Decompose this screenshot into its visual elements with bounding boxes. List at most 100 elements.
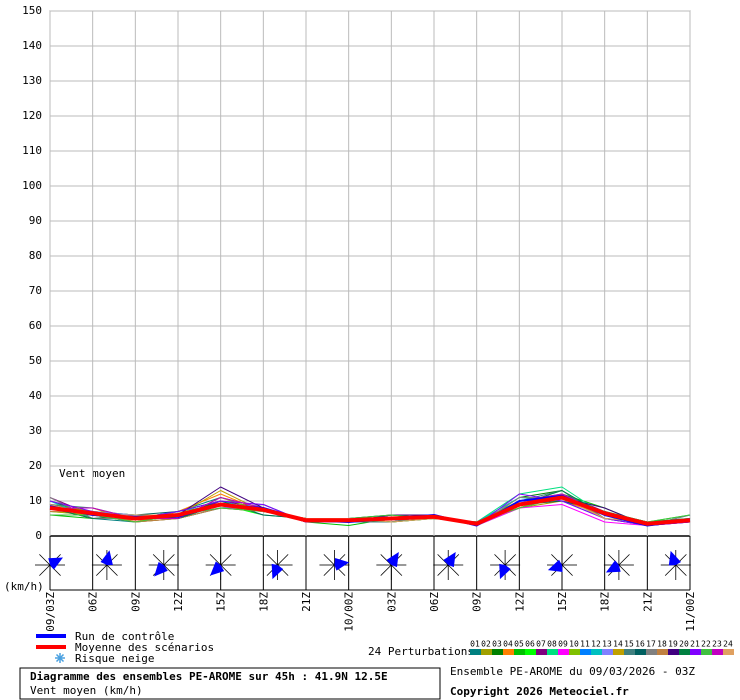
perturbation-number: 08 — [547, 640, 557, 649]
perturbation-swatch — [580, 649, 591, 655]
rose-axis — [163, 564, 175, 576]
rose-axis — [618, 554, 630, 566]
perturbation-swatch — [492, 649, 503, 655]
perturbation-swatch — [591, 649, 602, 655]
perturbation-swatch — [635, 649, 646, 655]
x-tick-label: 12Z — [172, 592, 185, 612]
wind-rose — [334, 558, 350, 571]
rose-axis — [163, 554, 175, 566]
wind-rose — [210, 561, 225, 576]
wind-rose — [443, 552, 456, 568]
y-tick-label: 150 — [22, 4, 42, 17]
x-tick-label: 06Z — [428, 592, 441, 612]
y-tick-label: 30 — [29, 424, 42, 437]
run-info: Ensemble PE-AROME du 09/03/2026 - 03Z — [450, 665, 695, 678]
perturbation-number: 24 — [723, 640, 733, 649]
rose-axis — [323, 554, 335, 566]
chart-subtitle: Vent moyen (km/h) — [30, 684, 143, 697]
y-tick-label: 50 — [29, 354, 42, 367]
wind-rose — [48, 557, 63, 570]
y-tick-label: 110 — [22, 144, 42, 157]
wind-rose — [547, 559, 563, 572]
perturbation-number: 05 — [514, 640, 524, 649]
rose-axis — [664, 564, 677, 576]
x-tick-label: 21Z — [641, 592, 654, 612]
unit-label: (km/h) — [4, 580, 44, 593]
perturbation-number: 12 — [591, 640, 601, 649]
legend-entry: Moyenne des scénarios — [75, 641, 214, 654]
perturbation-number: 19 — [668, 640, 678, 649]
title-box — [19, 667, 441, 700]
perturbation-number: 09 — [558, 640, 568, 649]
wind-rose — [154, 561, 168, 577]
perturbation-swatch — [701, 649, 712, 655]
perturbation-number: 02 — [481, 640, 491, 649]
perturbation-number: 06 — [525, 640, 535, 649]
x-tick-label: 18Z — [257, 592, 270, 612]
rose-axis — [380, 564, 392, 576]
rose-axis — [561, 554, 573, 566]
x-tick-label: 09Z — [129, 592, 142, 612]
perturbation-number: 23 — [712, 640, 722, 649]
x-tick-label: 11/00Z — [684, 592, 697, 632]
perturbations-label: 24 Perturbations — [368, 645, 474, 658]
mean-line — [49, 495, 691, 526]
perturbation-number: 04 — [503, 640, 513, 649]
perturbation-swatch — [723, 649, 734, 655]
perturbation-number: 20 — [679, 640, 689, 649]
rose-axis — [561, 564, 573, 576]
x-tick-label: 15Z — [215, 592, 228, 612]
y-tick-label: 100 — [22, 179, 42, 192]
perturbation-swatch — [481, 649, 492, 655]
perturbation-swatch — [624, 649, 635, 655]
perturbation-number: 18 — [657, 640, 667, 649]
plot-area — [49, 10, 691, 537]
rose-axis — [618, 564, 630, 576]
wind-rose — [605, 560, 621, 573]
legend-entry: Run de contrôle — [75, 630, 174, 643]
y-tick-label: 120 — [22, 109, 42, 122]
wind-rose — [271, 563, 284, 580]
x-tick-label: 09/03Z — [44, 592, 57, 632]
perturbation-swatch — [646, 649, 657, 655]
x-tick-label: 18Z — [599, 592, 612, 612]
rose-axis — [437, 554, 449, 566]
perturbation-swatch — [657, 649, 668, 655]
perturbation-swatch — [602, 649, 613, 655]
y-tick-label: 70 — [29, 284, 42, 297]
perturbation-number: 21 — [690, 640, 700, 649]
rose-axis — [323, 564, 335, 576]
rose-axis — [266, 554, 278, 566]
perturbation-swatch — [525, 649, 536, 655]
y-tick-label: 130 — [22, 74, 42, 87]
perturbation-number: 03 — [492, 640, 502, 649]
perturbation-swatch — [547, 649, 558, 655]
x-tick-label: 09Z — [471, 592, 484, 612]
x-tick-label: 03Z — [385, 592, 398, 612]
y-tick-label: 80 — [29, 249, 42, 262]
perturbation-number: 11 — [580, 640, 590, 649]
perturbation-number: 16 — [635, 640, 645, 649]
y-tick-label: 40 — [29, 389, 42, 402]
perturbation-swatch — [613, 649, 624, 655]
rose-axis — [220, 554, 232, 566]
y-tick-label: 10 — [29, 494, 42, 507]
rose-axis — [675, 564, 687, 576]
wind-rose — [100, 550, 113, 566]
rose-axis — [39, 554, 51, 566]
rose-axis — [504, 554, 517, 566]
x-tick-label: 15Z — [556, 592, 569, 612]
rose-axis — [380, 554, 392, 566]
x-tick-label: 12Z — [513, 592, 526, 612]
annotation: Vent moyen — [59, 467, 125, 480]
perturbation-number: 15 — [624, 640, 634, 649]
perturbation-swatch — [668, 649, 679, 655]
x-tick-label: 21Z — [300, 592, 313, 612]
perturbation-number: 01 — [470, 640, 480, 649]
rose-axis — [447, 564, 460, 576]
y-tick-label: 140 — [22, 39, 42, 52]
snow-icon — [55, 653, 65, 663]
perturbation-number: 22 — [701, 640, 711, 649]
perturbation-swatch — [558, 649, 569, 655]
rose-axis — [39, 564, 51, 576]
